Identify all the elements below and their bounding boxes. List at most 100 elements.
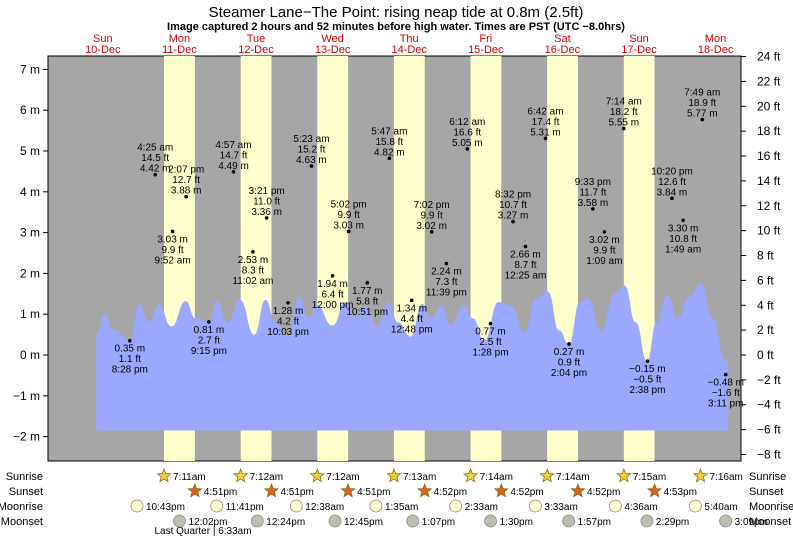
extreme-label: 3:21 pm: [249, 186, 285, 197]
extreme-point: [567, 342, 571, 346]
star-icon: [417, 483, 433, 498]
left-axis-meters: −2 m −1 m 0 m 1 m 2 m 3 m 4 m 5 m 6 m 7 m: [13, 62, 48, 444]
moonrise-label-right: Moonrise: [749, 501, 793, 513]
star-icon: [539, 468, 555, 483]
sunset-time: 4:52pm: [510, 487, 543, 498]
right-tick-label: 16 ft: [757, 149, 781, 163]
sunset-time: 4:53pm: [664, 487, 697, 498]
extreme-label: 12.7 ft: [172, 175, 200, 186]
extreme-point: [429, 229, 434, 234]
day-date: 17-Dec: [621, 44, 657, 56]
star-icon: [616, 468, 632, 483]
moonset-icon: [640, 514, 654, 528]
sunset-label-left: Sunset: [9, 486, 43, 498]
moonrise-icon: [130, 499, 144, 513]
left-tick-label: 7 m: [20, 62, 40, 76]
day-name: Sun: [629, 33, 649, 45]
moonset-icon: [328, 514, 342, 528]
sunset-label-right: Sunset: [749, 486, 783, 498]
day-date: 14-Dec: [391, 44, 427, 56]
extreme-label: 2:07 pm: [168, 165, 204, 176]
extreme-label: 9:33 pm: [575, 177, 611, 188]
extreme-label: 17.4 ft: [532, 117, 560, 128]
extreme-point: [488, 321, 493, 326]
extreme-label: 5.8 ft: [356, 296, 378, 307]
extreme-label: 12:00 pm: [312, 300, 354, 311]
extreme-label: 2.5 ft: [479, 337, 501, 348]
right-tick-label: 20 ft: [757, 99, 781, 113]
sunrise-time: 7:14am: [556, 472, 589, 483]
moon-phase-label: Last Quarter | 6:33am: [154, 526, 251, 537]
extreme-label: 6:12 am: [449, 117, 485, 128]
day-name: Sat: [554, 33, 571, 45]
day-date: 13-Dec: [315, 44, 351, 56]
moonrise-icon: [688, 499, 702, 513]
sunset-time: 4:51pm: [280, 487, 313, 498]
extreme-label: 9:15 pm: [191, 346, 227, 357]
moonset-label-left: Moonset: [1, 516, 43, 528]
extreme-label: 2.66 m: [510, 249, 541, 260]
extreme-point: [170, 229, 175, 234]
left-tick-label: 0 m: [20, 348, 40, 362]
extreme-point: [681, 218, 685, 223]
moonrise-time: 1:35am: [385, 502, 418, 513]
extreme-point: [591, 207, 595, 211]
sunrise-time: 7:15am: [633, 472, 666, 483]
moonrise-time: 5:40am: [704, 502, 737, 513]
extreme-label: 1.34 m: [396, 303, 427, 314]
day-name: Fri: [479, 33, 492, 45]
day-name: Mon: [169, 33, 190, 45]
extreme-point: [543, 136, 548, 141]
sunset-time: 4:52pm: [434, 487, 467, 498]
extreme-point: [387, 156, 392, 161]
right-tick-label: −4 ft: [757, 398, 781, 412]
day-name: Tue: [247, 33, 266, 45]
star-icon: [692, 468, 709, 483]
day-name: Mon: [705, 33, 726, 45]
extreme-label: 4:25 am: [137, 143, 173, 154]
extreme-label: 1.77 m: [352, 286, 383, 297]
moonset-icon: [173, 514, 186, 528]
extreme-label: 8:32 pm: [495, 190, 531, 201]
extreme-point: [309, 164, 314, 168]
extreme-label: 4.4 ft: [401, 314, 423, 325]
right-tick-label: −2 ft: [757, 373, 781, 387]
star-icon: [493, 483, 509, 498]
star-icon: [462, 468, 479, 483]
extreme-point: [523, 244, 528, 249]
extreme-label: 9.9 ft: [338, 210, 360, 221]
moonrise-time: 2:33am: [465, 502, 498, 513]
extreme-point: [465, 147, 470, 151]
extreme-label: 3.58 m: [578, 198, 609, 209]
moonset-time: 1:30pm: [500, 517, 533, 528]
moonrise-icon: [289, 499, 303, 513]
extreme-label: 1:28 pm: [472, 348, 508, 359]
extreme-label: 8.3 ft: [242, 265, 264, 276]
extreme-label: 14.7 ft: [220, 150, 248, 161]
day-name: Sun: [93, 33, 113, 45]
chart-subtitle: Image captured 2 hours and 52 minutes be…: [167, 21, 625, 33]
extreme-point: [346, 229, 351, 234]
extreme-label: 4.49 m: [218, 161, 249, 172]
left-tick-label: 4 m: [20, 185, 40, 199]
extreme-label: 1.28 m: [273, 306, 304, 317]
tide-extreme: 3.02 m9.9 ft1:09 am: [586, 229, 622, 267]
right-tick-label: 10 ft: [757, 224, 781, 238]
left-tick-label: −2 m: [13, 430, 40, 444]
chart-title: Steamer Lane−The Point: rising neap tide…: [209, 4, 584, 21]
extreme-label: 12:25 am: [505, 270, 547, 281]
sunset-time: 4:51pm: [357, 487, 390, 498]
extreme-point: [444, 261, 449, 266]
extreme-label: 7:02 pm: [414, 200, 450, 211]
moonrise-icon: [529, 499, 542, 513]
moonrise-time: 11:41pm: [226, 502, 264, 513]
